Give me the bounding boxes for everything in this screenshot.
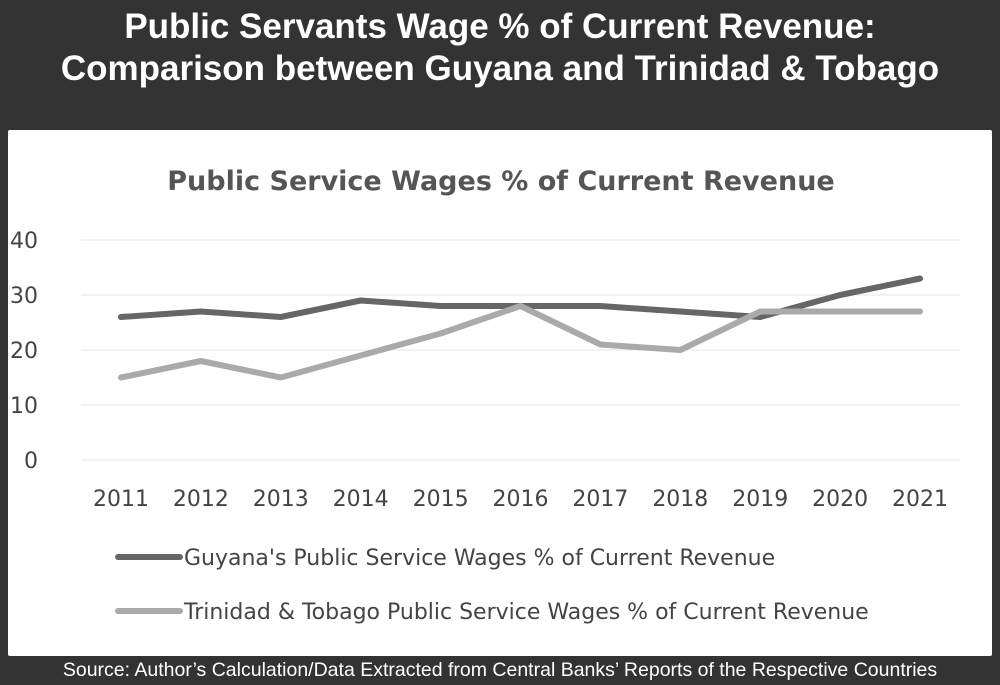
header-banner: Public Servants Wage % of Current Revenu… — [0, 0, 1000, 130]
y-tick-label: 40 — [10, 229, 38, 254]
page-title-line-1: Public Servants Wage % of Current Revenu… — [124, 7, 876, 46]
x-tick-label: 2018 — [652, 487, 708, 512]
y-axis-ticks: 0 10 20 30 40 — [10, 229, 38, 474]
x-tick-label: 2020 — [812, 487, 868, 512]
legend: Guyana's Public Service Wages % of Curre… — [115, 546, 869, 625]
chart-panel: Public Service Wages % of Current Revenu… — [8, 130, 992, 656]
x-tick-label: 2017 — [572, 487, 628, 512]
x-tick-label: 2015 — [413, 487, 469, 512]
x-tick-label: 2016 — [493, 487, 549, 512]
gridlines — [81, 239, 960, 461]
x-tick-label: 2019 — [732, 487, 788, 512]
legend-label-1: Guyana's Public Service Wages % of Curre… — [184, 546, 775, 571]
x-tick-label: 2012 — [173, 487, 229, 512]
x-tick-label: 2021 — [892, 487, 948, 512]
series-lines — [117, 275, 924, 381]
y-tick-label: 0 — [24, 449, 38, 474]
y-tick-label: 30 — [10, 284, 38, 309]
y-tick-label: 10 — [10, 394, 38, 419]
page-title-line-2: Comparison between Guyana and Trinidad &… — [60, 49, 940, 88]
x-axis-ticks: 2011 2012 2013 2014 2015 2016 2017 2018 2019 2020… — [93, 487, 948, 512]
legend-label-2: Trinidad & Tobago Public Service Wages %… — [183, 600, 869, 625]
x-tick-label: 2011 — [93, 487, 149, 512]
chart-title: Public Service Wages % of Current Revenu… — [167, 166, 834, 197]
x-tick-label: 2014 — [333, 487, 389, 512]
source-note: Source: Author’s Calculation/Data Extrac… — [62, 659, 938, 681]
line-chart: Public Service Wages % of Current Revenu… — [10, 166, 960, 625]
y-tick-label: 20 — [10, 339, 38, 364]
x-tick-label: 2013 — [253, 487, 309, 512]
